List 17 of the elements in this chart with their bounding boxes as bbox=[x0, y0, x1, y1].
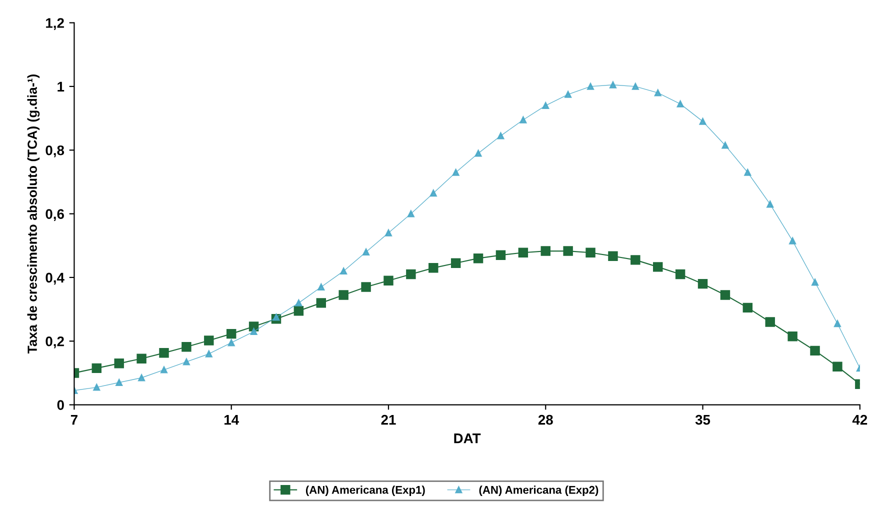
y-tick-label: 1 bbox=[58, 82, 64, 92]
x-tick-label: 28 bbox=[538, 414, 553, 425]
y-axis-title: Taxa de crescimento absoluto (TCA) (g.dia-¹) bbox=[27, 74, 40, 354]
x-tick-label: 35 bbox=[695, 414, 710, 425]
y-tick-label: 1,2 bbox=[46, 18, 64, 30]
y-tick-label: 0,6 bbox=[46, 209, 64, 221]
y-tick-label: 0,4 bbox=[46, 272, 64, 285]
legend-label: (AN) Americana (Exp2) bbox=[479, 486, 598, 496]
y-tick-label: 0,2 bbox=[46, 336, 64, 348]
x-tick-label: 42 bbox=[852, 414, 868, 425]
y-tick-label: 0,8 bbox=[46, 145, 64, 158]
x-axis-title: DAT bbox=[454, 434, 481, 444]
y-tick-label: 0 bbox=[57, 400, 64, 410]
legend-label: (AN) Americana (Exp1) bbox=[306, 486, 425, 496]
x-tick-label: 7 bbox=[70, 415, 78, 425]
x-tick-label: 14 bbox=[224, 415, 239, 425]
x-tick-label: 21 bbox=[381, 414, 396, 425]
